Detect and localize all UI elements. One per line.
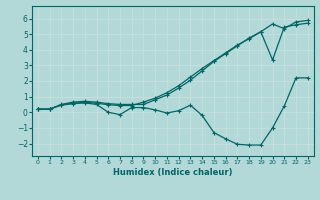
- X-axis label: Humidex (Indice chaleur): Humidex (Indice chaleur): [113, 168, 233, 177]
